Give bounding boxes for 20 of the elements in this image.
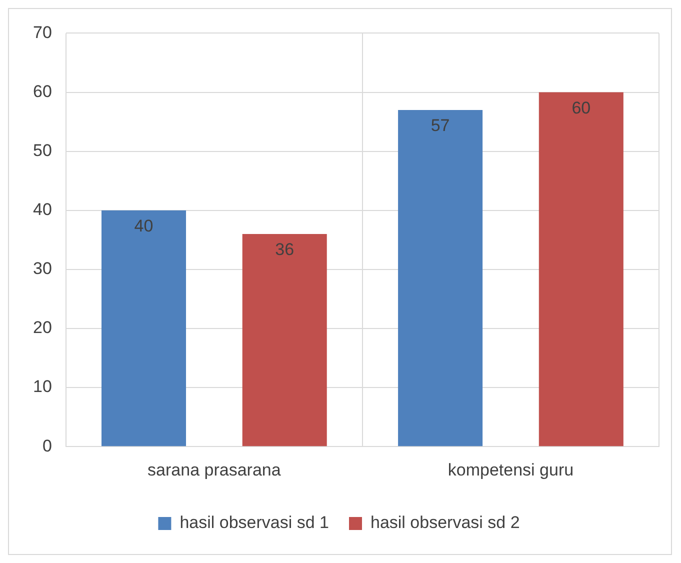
y-tick-label: 0 xyxy=(42,436,52,456)
data-label: 36 xyxy=(275,240,294,260)
bar xyxy=(101,210,186,446)
y-tick-label: 30 xyxy=(32,259,52,278)
legend-label: hasil observasi sd 1 xyxy=(180,513,330,532)
x-tick-label: sarana prasarana xyxy=(148,460,282,480)
x-tick-label: kompetensi guru xyxy=(448,460,574,480)
data-label: 40 xyxy=(134,216,154,236)
y-tick-label: 40 xyxy=(32,200,52,220)
y-tick-label: 10 xyxy=(32,377,52,396)
legend-label: hasil observasi sd 2 xyxy=(370,513,520,532)
y-tick-label: 60 xyxy=(32,82,52,101)
bar xyxy=(242,234,327,446)
bar xyxy=(398,110,483,446)
y-tick-label: 70 xyxy=(32,22,52,42)
data-label: 60 xyxy=(572,98,591,118)
bar xyxy=(538,92,624,446)
data-label: 57 xyxy=(430,116,450,136)
y-tick-label: 50 xyxy=(32,141,52,160)
y-tick-label: 20 xyxy=(32,318,52,338)
